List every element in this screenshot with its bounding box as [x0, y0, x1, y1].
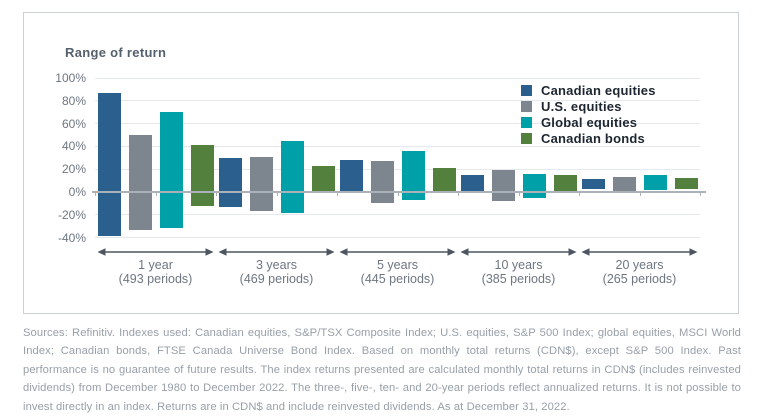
x-group-label: 1 year — [138, 258, 173, 272]
legend-item-canadian-equities: Canadian equities — [521, 83, 656, 98]
bar-canadian-bonds-group1 — [191, 145, 215, 206]
bar-u-s-equities-group5 — [612, 177, 636, 191]
x-group-periods-label: (265 periods) — [602, 272, 677, 286]
zero-axis-tick — [639, 191, 641, 196]
y-axis-tick-label: -40% — [57, 230, 86, 245]
bar-canadian-equities-group4 — [460, 174, 484, 191]
x-group-label: 3 years — [256, 258, 297, 272]
bar-canadian-bonds-group2 — [312, 165, 336, 192]
x-group-periods-label: (493 periods) — [118, 272, 193, 286]
x-group-periods-label: (469 periods) — [239, 272, 314, 286]
zero-axis-tick — [216, 191, 217, 196]
period-range-arrow — [218, 248, 335, 256]
legend-swatch-icon — [521, 85, 532, 96]
bar-canadian-bonds-group5 — [675, 178, 699, 189]
period-range-arrow — [339, 248, 456, 256]
y-axis-tick-label: 80% — [61, 93, 86, 108]
zero-axis-tick — [579, 191, 580, 196]
period-range-arrow — [581, 248, 698, 256]
legend-swatch-icon — [521, 133, 532, 144]
gridline-40 — [95, 145, 700, 147]
x-group-label: 5 years — [377, 258, 418, 272]
gridline--20 — [95, 214, 700, 216]
y-axis-tick-label: 100% — [55, 71, 86, 85]
zero-axis-tick — [155, 191, 157, 196]
bar-canadian-equities-group1 — [97, 92, 121, 237]
x-group-periods-label: (445 periods) — [360, 272, 435, 286]
period-range-arrow — [460, 248, 577, 256]
legend-label: Canadian equities — [541, 83, 656, 98]
bar-u-s-equities-group4 — [491, 170, 515, 202]
y-axis-tick-label: 60% — [61, 116, 86, 131]
zero-axis-tick — [95, 191, 96, 196]
zero-axis-tick — [700, 191, 701, 196]
legend-item-global-equities: Global equities — [521, 115, 638, 130]
gridline--40 — [95, 237, 700, 239]
gridline-60 — [95, 123, 700, 125]
period-range-arrow — [97, 248, 214, 256]
gridline-20 — [95, 168, 700, 170]
bar-u-s-equities-group3 — [370, 161, 394, 204]
bar-canadian-equities-group3 — [339, 160, 363, 194]
legend-label: Canadian bonds — [541, 131, 645, 146]
y-axis-tick-label: 40% — [61, 139, 86, 154]
source-footnote: Sources: Refinitiv. Indexes used: Canadi… — [23, 327, 741, 413]
x-group-periods-label: (385 periods) — [481, 272, 556, 286]
bar-global-equities-group4 — [523, 173, 547, 198]
bar-global-equities-group1 — [160, 112, 184, 229]
legend-swatch-icon — [521, 117, 532, 128]
bar-canadian-equities-group2 — [218, 157, 242, 207]
y-axis-tick-label: -20% — [57, 207, 86, 222]
legend-label: Global equities — [541, 115, 638, 130]
gridline-100 — [95, 77, 700, 79]
gridline-80 — [95, 100, 700, 102]
legend-item-canadian-bonds: Canadian bonds — [521, 131, 645, 146]
bar-global-equities-group2 — [281, 140, 305, 213]
bar-u-s-equities-group1 — [128, 135, 152, 230]
bar-global-equities-group3 — [402, 150, 426, 200]
zero-axis-tick — [397, 191, 399, 196]
zero-axis-tick — [458, 191, 459, 196]
bar-global-equities-group5 — [644, 174, 668, 190]
y-axis-tick-label: 20% — [61, 162, 86, 177]
x-group-label: 20 years — [615, 258, 664, 272]
legend-item-u-s-equities: U.S. equities — [521, 99, 622, 114]
legend-label: U.S. equities — [541, 99, 622, 114]
zero-axis-tick — [518, 191, 520, 196]
zero-axis-tick — [276, 191, 278, 196]
zero-axis-tick — [337, 191, 338, 196]
x-axis-zero-line — [92, 191, 706, 193]
bar-canadian-bonds-group4 — [554, 174, 578, 191]
bar-canadian-equities-group5 — [581, 179, 605, 189]
chart-title: Range of return — [65, 45, 167, 60]
bar-canadian-bonds-group3 — [433, 168, 457, 191]
bar-u-s-equities-group2 — [249, 156, 273, 212]
y-axis-tick-label: 0% — [68, 185, 86, 199]
x-group-label: 10 years — [494, 258, 543, 272]
legend-swatch-icon — [521, 101, 532, 112]
